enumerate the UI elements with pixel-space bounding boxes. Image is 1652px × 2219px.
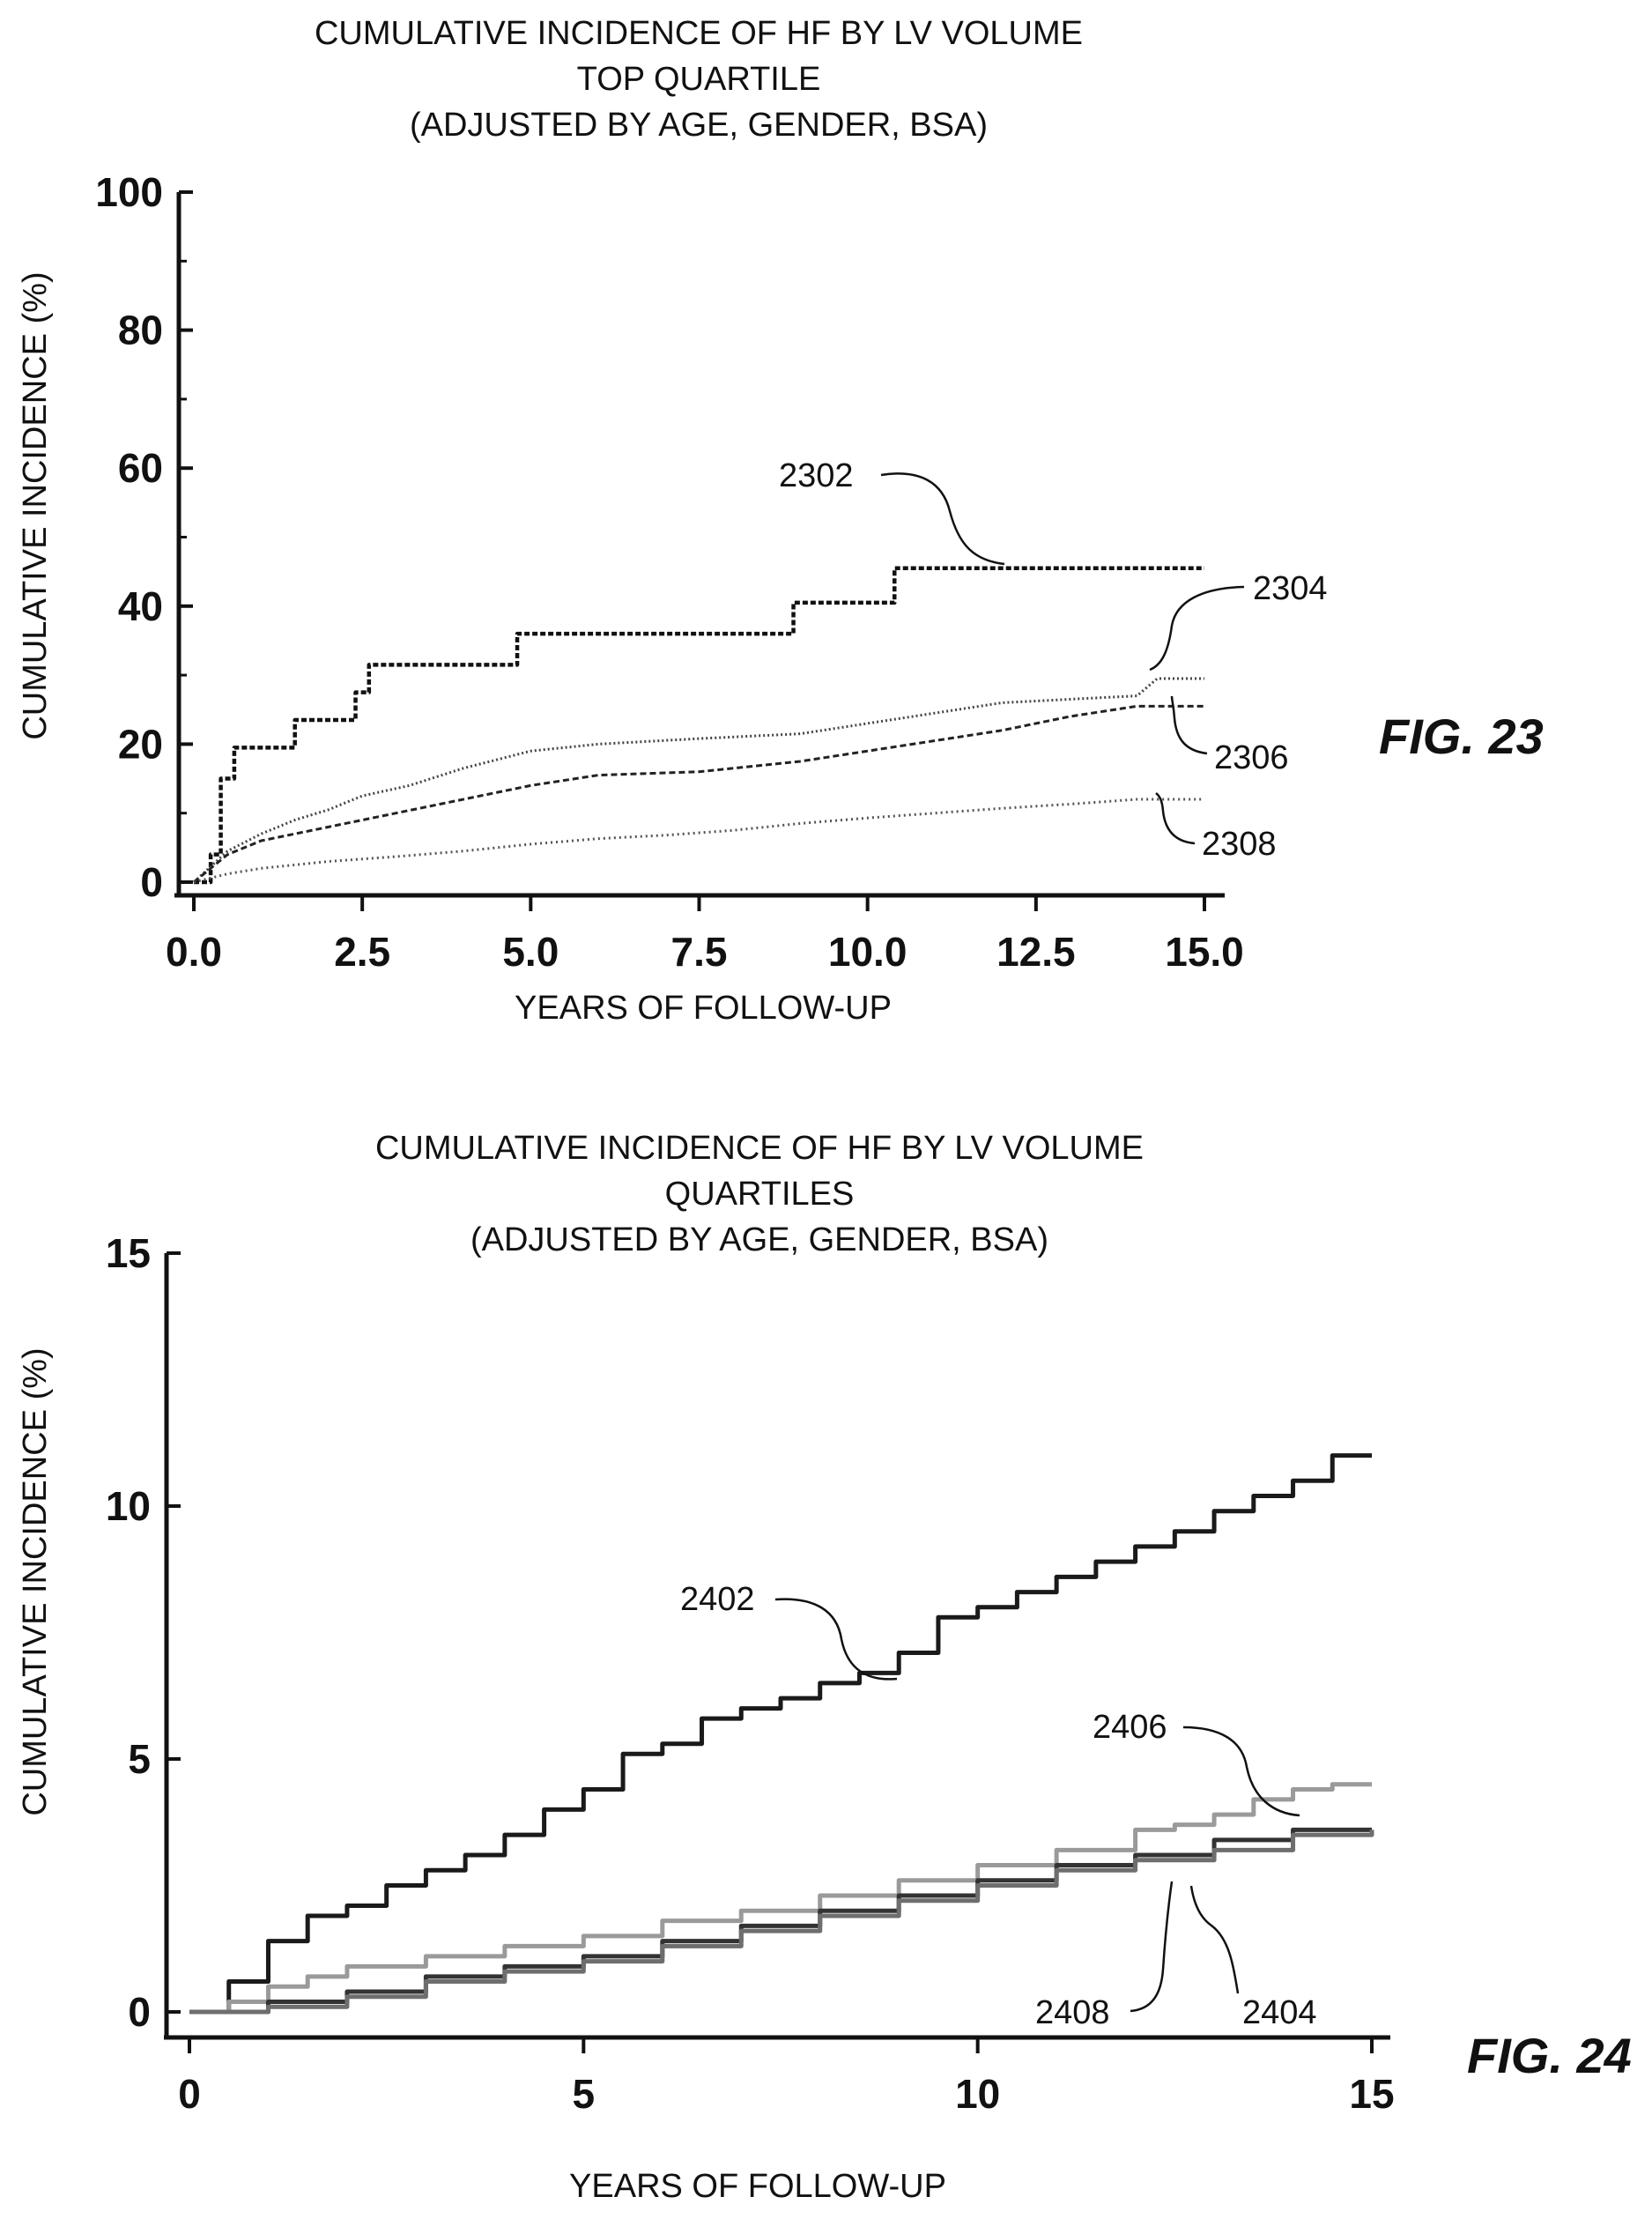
fig23-chart: CUMULATIVE INCIDENCE OF HF BY LV VOLUME …: [17, 15, 1544, 1027]
fig24-title-line-3: (ADJUSTED BY AGE, GENDER, BSA): [470, 1221, 1048, 1258]
fig23-x-tick-label: 15.0: [1165, 929, 1244, 975]
fig23-series-2304: [192, 677, 1204, 884]
fig23-y-tick-label: 0: [140, 859, 163, 905]
fig23-title-line-3: (ADJUSTED BY AGE, GENDER, BSA): [410, 107, 988, 144]
fig24-ticks: 0 5 10 15 0 5 10 15: [106, 1230, 1395, 2117]
fig23-x-tick-label: 10.0: [828, 929, 907, 975]
fig24-figure-label: FIG. 24: [1467, 2028, 1632, 2083]
fig24-y-tick-label: 15: [106, 1230, 151, 1276]
fig23-ref-2308: 2308: [1202, 826, 1277, 863]
fig23-title-line-2: TOP QUARTILE: [577, 61, 821, 98]
fig24-series-2404: [189, 1829, 1374, 2015]
fig24-series-2406: [189, 1782, 1372, 2015]
fig24-x-tick-label: 5: [573, 2071, 596, 2117]
fig23-ref-2306: 2306: [1214, 739, 1289, 776]
fig23-x-tick-label: 7.5: [671, 929, 728, 975]
fig24-leader-2404: [1189, 1885, 1240, 1994]
fig23-x-tick-label: 0.0: [166, 929, 222, 975]
fig24-x-axis-label: YEARS OF FOLLOW-UP: [569, 2168, 946, 2205]
fig24-leader-2402: [774, 1598, 898, 1681]
fig23-y-axis-label: CUMULATIVE INCIDENCE (%): [17, 271, 54, 739]
fig24-y-tick-label: 0: [128, 1989, 151, 2035]
fig23-series-layer: [192, 566, 1204, 885]
fig23-y-tick-label: 20: [118, 721, 163, 767]
fig24-ref-2408: 2408: [1035, 1994, 1110, 2031]
fig24-ref-2404: 2404: [1242, 1994, 1317, 2031]
fig24-y-tick-label: 10: [106, 1483, 151, 1529]
fig24-series-2402: [189, 1453, 1372, 2015]
fig23-x-tick-label: 2.5: [334, 929, 390, 975]
fig23-ref-2302: 2302: [779, 457, 854, 494]
fig24-y-tick-label: 5: [128, 1736, 151, 1782]
fig24-ref-2402: 2402: [680, 1581, 755, 1618]
fig23-y-tick-label: 60: [118, 445, 163, 491]
fig23-title-line-1: CUMULATIVE INCIDENCE OF HF BY LV VOLUME: [315, 15, 1083, 52]
fig23-y-tick-label: 80: [118, 308, 163, 353]
fig23-figure-label: FIG. 23: [1379, 709, 1544, 764]
fig23-series-2306: [193, 704, 1204, 884]
fig23-x-tick-label: 5.0: [502, 929, 559, 975]
fig23-series-2308: [193, 798, 1204, 884]
fig24-title-line-1: CUMULATIVE INCIDENCE OF HF BY LV VOLUME: [375, 1130, 1144, 1167]
fig23-leader-2302: [880, 472, 1005, 566]
fig24-x-tick-label: 15: [1349, 2071, 1394, 2117]
fig23-leader-2308: [1155, 792, 1196, 845]
fig23-leader-2304: [1149, 585, 1245, 672]
fig23-x-tick-label: 12.5: [996, 929, 1076, 975]
fig23-ref-2304: 2304: [1253, 570, 1328, 607]
fig24-leader-2406: [1182, 1725, 1300, 1817]
fig24-title-line-2: QUARTILES: [665, 1176, 855, 1213]
fig24-chart: CUMULATIVE INCIDENCE OF HF BY LV VOLUME …: [17, 1130, 1632, 2205]
fig23-y-tick-label: 100: [95, 169, 163, 215]
fig24-ref-2406: 2406: [1093, 1709, 1167, 1746]
fig23-x-axis-label: YEARS OF FOLLOW-UP: [515, 990, 892, 1027]
fig23-ticks: 0 20 40 60 80 100 0.0 2.5 5.0 7.5 10.0 12.5 15.0: [95, 169, 1244, 975]
fig23-leader-2306: [1170, 695, 1208, 755]
fig24-series-layer: [189, 1453, 1374, 2015]
fig23-series-2302: [194, 566, 1204, 885]
fig24-x-tick-label: 10: [955, 2071, 1000, 2117]
fig24-x-tick-label: 0: [178, 2071, 201, 2117]
fig24-leader-2408: [1130, 1881, 1174, 2013]
fig23-y-tick-label: 40: [118, 583, 163, 629]
fig24-series-2408: [189, 1827, 1372, 2015]
fig24-y-axis-label: CUMULATIVE INCIDENCE (%): [17, 1347, 54, 1815]
